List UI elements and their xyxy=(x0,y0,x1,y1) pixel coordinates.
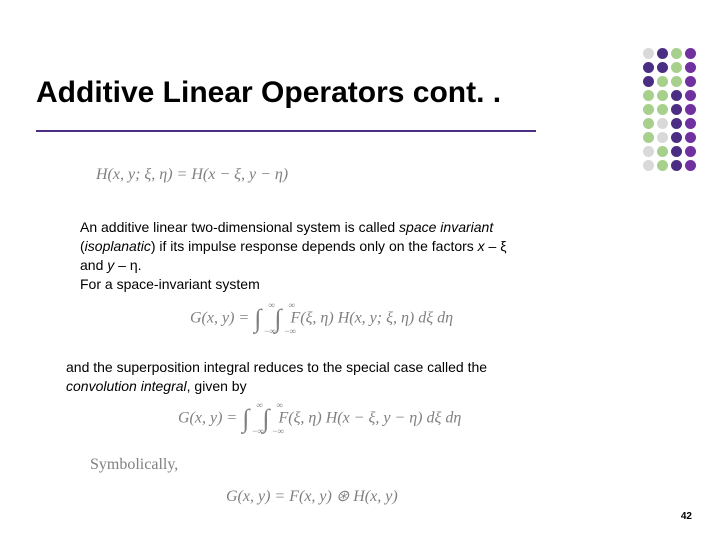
dot xyxy=(643,132,654,143)
dot xyxy=(643,48,654,59)
integral-2: ∫ ∞ −∞ xyxy=(262,406,269,432)
dot xyxy=(685,146,696,157)
dot xyxy=(657,104,668,115)
dot xyxy=(657,76,668,87)
dot xyxy=(643,160,654,171)
dot xyxy=(685,76,696,87)
dot xyxy=(671,90,682,101)
dot xyxy=(685,132,696,143)
term-isoplanatic: isoplanatic xyxy=(85,238,151,254)
dot xyxy=(671,118,682,129)
text: – ξ xyxy=(485,238,507,254)
dot xyxy=(685,48,696,59)
dot-row xyxy=(643,146,696,157)
dot-grid xyxy=(643,48,696,174)
dot xyxy=(643,104,654,115)
slide: Additive Linear Operators cont. . H(x, y… xyxy=(0,0,720,540)
equation-impulse-response: H(x, y; ξ, η) = H(x − ξ, y − η) xyxy=(96,166,288,184)
title-underline xyxy=(36,130,536,132)
dot xyxy=(685,104,696,115)
lhs: G(x, y) = xyxy=(190,310,253,327)
integrand: F(ξ, η) H(x − ξ, y − η) dξ dη xyxy=(278,410,461,427)
integral-1: ∫ ∞ −∞ xyxy=(242,406,249,432)
dot xyxy=(671,62,682,73)
dot-row xyxy=(643,104,696,115)
text: For a space-invariant system xyxy=(80,276,260,292)
dot xyxy=(643,146,654,157)
dot xyxy=(685,62,696,73)
dot xyxy=(657,62,668,73)
dot-row xyxy=(643,48,696,59)
equation-superposition-integral: G(x, y) = ∫ ∞ −∞ ∫ ∞ −∞ F(ξ, η) H(x, y; … xyxy=(190,306,453,332)
dot xyxy=(671,104,682,115)
dot-row xyxy=(643,90,696,101)
dot xyxy=(657,118,668,129)
dot xyxy=(643,90,654,101)
term-space-invariant: space invariant xyxy=(399,219,493,235)
dot xyxy=(657,48,668,59)
symbolically-label: Symbolically, xyxy=(90,456,178,474)
dot xyxy=(671,132,682,143)
dot xyxy=(643,76,654,87)
dot-row xyxy=(643,76,696,87)
dot-row xyxy=(643,118,696,129)
dot xyxy=(671,146,682,157)
lhs: G(x, y) = xyxy=(178,410,241,427)
dot-row xyxy=(643,62,696,73)
text: and the superposition integral reduces t… xyxy=(66,359,487,375)
equation-convolution-integral: G(x, y) = ∫ ∞ −∞ ∫ ∞ −∞ F(ξ, η) H(x − ξ,… xyxy=(178,406,461,432)
body-paragraph-1: An additive linear two-dimensional syste… xyxy=(80,218,640,294)
text: and xyxy=(80,257,107,273)
dot xyxy=(671,160,682,171)
dot-row xyxy=(643,160,696,171)
body-paragraph-2: and the superposition integral reduces t… xyxy=(66,358,646,396)
text: An additive linear two-dimensional syste… xyxy=(80,219,399,235)
text: ) if its impulse response depends only o… xyxy=(151,238,478,254)
dot xyxy=(657,90,668,101)
dot xyxy=(671,76,682,87)
var-x: x xyxy=(478,238,485,254)
text: – η. xyxy=(114,257,141,273)
dot xyxy=(657,132,668,143)
integral-1: ∫ ∞ −∞ xyxy=(254,306,261,332)
dot xyxy=(657,146,668,157)
dot xyxy=(671,48,682,59)
dot xyxy=(643,62,654,73)
dot xyxy=(685,160,696,171)
term-convolution-integral: convolution integral xyxy=(66,378,187,394)
integrand: F(ξ, η) H(x, y; ξ, η) dξ dη xyxy=(290,310,453,327)
equation-convolution-symbolic: G(x, y) = F(x, y) ⊛ H(x, y) xyxy=(226,486,398,506)
text: , given by xyxy=(187,378,247,394)
slide-title: Additive Linear Operators cont. . xyxy=(36,76,501,110)
page-number: 42 xyxy=(681,511,692,522)
dot xyxy=(643,118,654,129)
dot xyxy=(685,90,696,101)
integral-2: ∫ ∞ −∞ xyxy=(274,306,281,332)
dot xyxy=(657,160,668,171)
dot xyxy=(685,118,696,129)
dot-row xyxy=(643,132,696,143)
